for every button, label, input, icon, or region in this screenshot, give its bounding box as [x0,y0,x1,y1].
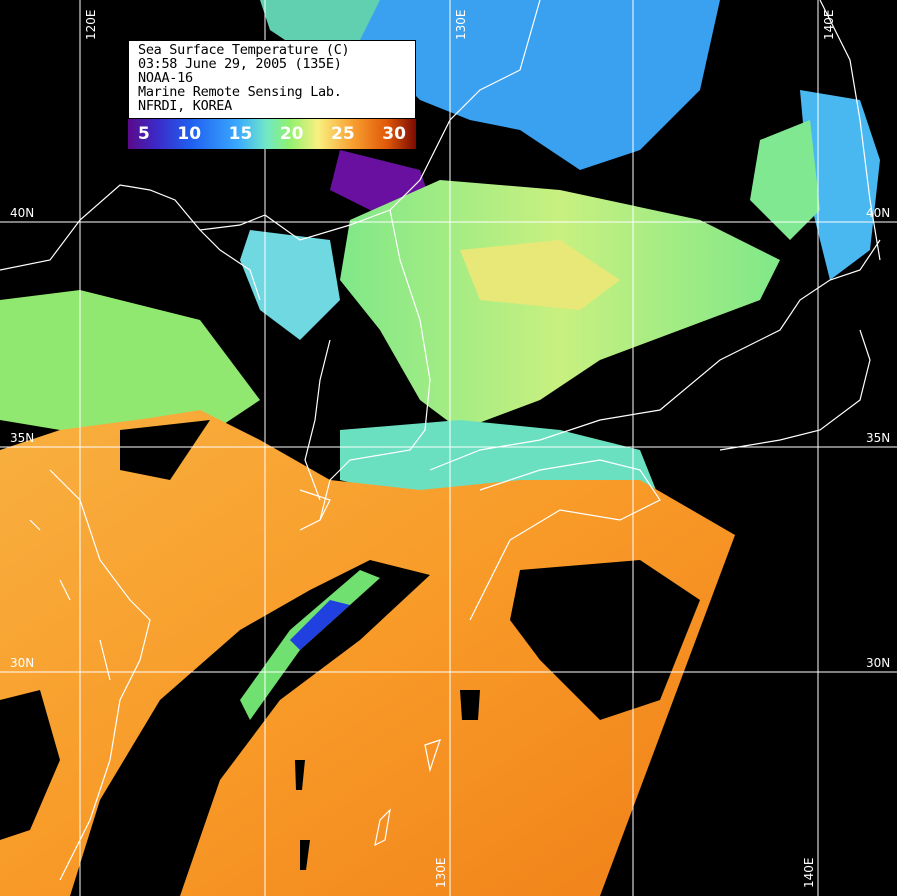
legend-lab: Marine Remote Sensing Lab. [138,84,342,100]
colorbar-tick: 10 [177,124,202,144]
lon-label-130e-bottom: 130E [434,857,448,889]
colorbar-tick: 30 [382,124,406,144]
colorbar-tick: 20 [279,124,304,144]
temperate-water-region [0,290,260,440]
cloud-mask [0,690,60,840]
lon-label-130e-top: 130E [454,9,468,41]
coastline [0,0,881,881]
legend-org: NFRDI, KOREA [138,98,232,114]
lat-label-30n-right: 30N [866,656,891,670]
legend-satellite: NOAA-16 [138,70,193,86]
lat-label-35n-left: 35N [10,431,35,445]
cloud-edge [290,600,350,650]
cold-water-region [750,120,820,240]
cloud-mask [295,690,480,870]
cloud-mask [70,560,430,896]
lat-label-40n-right: 40N [866,206,891,220]
colorbar-tick: 15 [228,124,253,144]
lat-label-35n-right: 35N [866,431,891,445]
cloud-mask [120,420,210,480]
colorbar: 5 10 15 20 25 30 [128,119,416,149]
cold-water-region [800,90,880,280]
lat-label-30n-left: 30N [10,656,35,670]
lat-label-40n-left: 40N [10,206,35,220]
legend-box: Sea Surface Temperature (C) 03:58 June 2… [128,40,416,119]
legend-title: Sea Surface Temperature (C) [138,42,350,58]
colorbar-tick: 5 [138,124,150,144]
cold-water-region [260,0,380,50]
legend-datetime: 03:58 June 29, 2005 (135E) [138,56,342,72]
temperate-water-region [460,240,620,310]
cloud-mask [510,560,700,720]
lon-label-140e-bottom: 140E [802,857,816,889]
lon-label-140e-top: 140E [822,9,836,41]
colorbar-tick: 25 [331,124,355,144]
lon-label-120e-top: 120E [84,9,98,41]
